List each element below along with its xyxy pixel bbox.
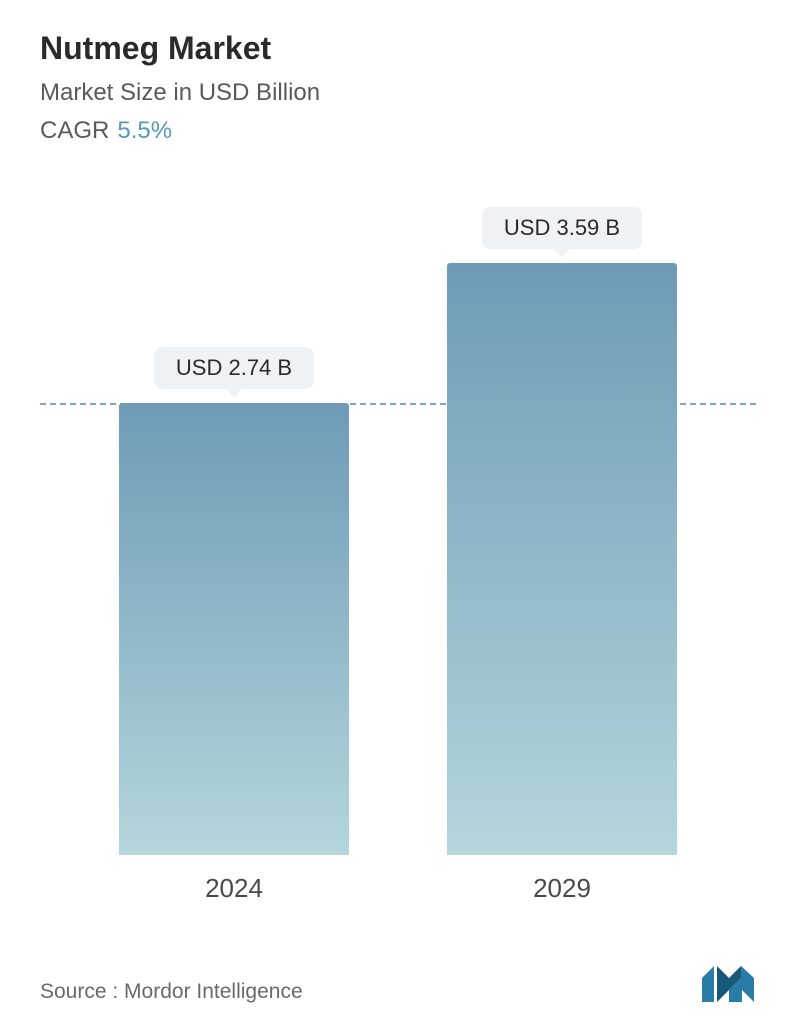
x-label-0: 2024 <box>104 873 364 904</box>
bar-0 <box>119 403 349 855</box>
x-label-1: 2029 <box>432 873 692 904</box>
chart-area: USD 2.74 B USD 3.59 B 2024 2029 <box>40 215 756 934</box>
source-text: Source : Mordor Intelligence <box>40 980 303 1004</box>
chart-subtitle: Market Size in USD Billion <box>40 79 756 107</box>
cagr-value: 5.5% <box>117 117 172 144</box>
chart-title: Nutmeg Market <box>40 30 756 67</box>
cagr-label: CAGR <box>40 117 109 144</box>
bar-1 <box>447 263 677 855</box>
cagr-row: CAGR 5.5% <box>40 117 756 145</box>
bar-value-label-1: USD 3.59 B <box>482 207 642 249</box>
chart-header: Nutmeg Market Market Size in USD Billion… <box>40 30 756 145</box>
mordor-logo-icon <box>700 964 756 1004</box>
bar-group-1: USD 3.59 B <box>432 207 692 855</box>
chart-footer: Source : Mordor Intelligence <box>40 934 756 1014</box>
x-axis-labels: 2024 2029 <box>40 855 756 904</box>
bar-value-label-0: USD 2.74 B <box>154 347 314 389</box>
bar-group-0: USD 2.74 B <box>104 347 364 855</box>
bars-wrapper: USD 2.74 B USD 3.59 B <box>40 215 756 855</box>
